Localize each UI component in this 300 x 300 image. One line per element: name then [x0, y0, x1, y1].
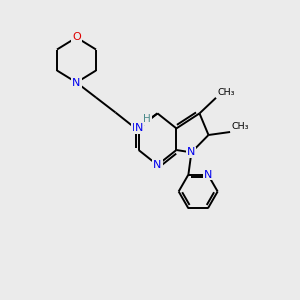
Text: N: N: [72, 77, 81, 88]
Text: H: H: [143, 114, 151, 124]
Text: CH₃: CH₃: [232, 122, 249, 131]
Text: N: N: [204, 169, 212, 180]
Text: N: N: [187, 147, 196, 158]
Text: O: O: [72, 32, 81, 43]
Text: N: N: [131, 123, 140, 134]
Text: N: N: [134, 123, 143, 134]
Text: N: N: [153, 160, 162, 170]
Text: CH₃: CH₃: [218, 88, 235, 97]
